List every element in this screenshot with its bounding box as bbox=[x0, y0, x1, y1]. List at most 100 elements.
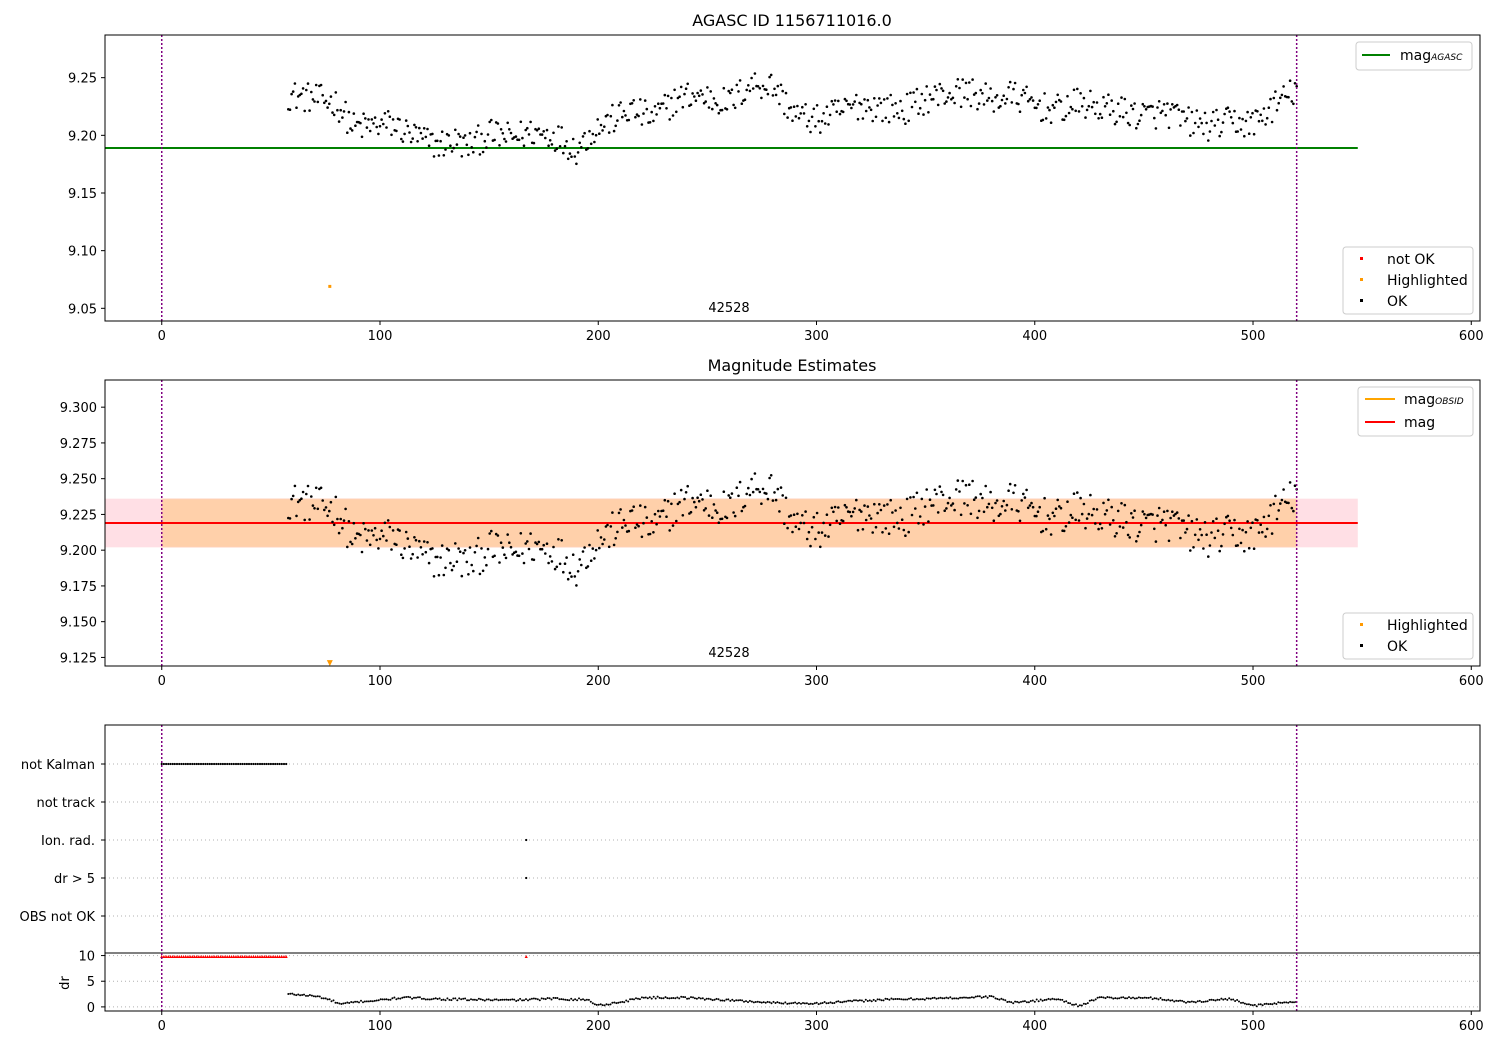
dr-point bbox=[915, 997, 918, 1000]
ok-point bbox=[917, 112, 920, 115]
ok-point bbox=[1295, 85, 1298, 88]
dr-point bbox=[1022, 1000, 1024, 1003]
capped-dr-point bbox=[282, 954, 286, 958]
legend-label-not-ok: not OK bbox=[1387, 252, 1435, 268]
panel-3-frame bbox=[104, 724, 1481, 1012]
ok-point bbox=[593, 140, 596, 144]
dr-point bbox=[1293, 1001, 1295, 1004]
ok-point bbox=[994, 96, 997, 99]
ok-point bbox=[897, 116, 901, 120]
flag-point bbox=[252, 762, 255, 766]
ok-point bbox=[740, 102, 744, 105]
dr-point bbox=[434, 997, 437, 1000]
dr-point bbox=[821, 1002, 824, 1004]
ok-point bbox=[436, 139, 439, 143]
dr-point bbox=[1226, 998, 1229, 1001]
ok-point bbox=[305, 88, 308, 92]
ok-point bbox=[385, 126, 388, 129]
ok-point bbox=[850, 106, 853, 110]
dr-point bbox=[385, 998, 388, 1001]
dr-point bbox=[338, 1002, 341, 1005]
dr-point bbox=[841, 1001, 844, 1004]
dr-point bbox=[931, 997, 934, 999]
panel-2-annotation: 42528 bbox=[708, 646, 749, 661]
ok-point bbox=[914, 100, 917, 104]
ok-point bbox=[596, 118, 599, 121]
dr-point bbox=[558, 998, 561, 1001]
ok-point bbox=[444, 148, 447, 151]
ok-point bbox=[773, 491, 776, 494]
ok-point bbox=[1035, 106, 1038, 110]
dr-point bbox=[654, 997, 657, 1000]
ok-point bbox=[740, 509, 744, 513]
ok-point bbox=[1265, 116, 1269, 120]
ok-point bbox=[1189, 134, 1192, 137]
dr-point bbox=[1004, 999, 1007, 1002]
ok-point bbox=[634, 115, 637, 119]
ok-point bbox=[639, 98, 642, 101]
ok-point bbox=[336, 517, 339, 521]
ok-point bbox=[940, 490, 943, 494]
x-tick-label: 300 bbox=[804, 1019, 829, 1034]
ok-point bbox=[871, 119, 874, 123]
ok-point bbox=[310, 495, 313, 498]
ok-point bbox=[837, 99, 840, 103]
dr-point bbox=[289, 992, 292, 995]
ok-point bbox=[1133, 509, 1136, 512]
dr-point bbox=[910, 997, 912, 1000]
dr-point bbox=[591, 1002, 594, 1005]
ok-point bbox=[1080, 105, 1084, 108]
dr-point bbox=[481, 998, 484, 1001]
ok-point bbox=[1156, 514, 1159, 517]
ok-point bbox=[1290, 506, 1294, 510]
dr-point bbox=[1082, 1002, 1085, 1005]
ok-point bbox=[935, 492, 938, 496]
ok-point bbox=[440, 544, 444, 547]
flag-point bbox=[228, 762, 231, 766]
ok-point bbox=[373, 526, 377, 530]
dr-point bbox=[607, 1003, 610, 1006]
dr-point bbox=[817, 1003, 820, 1006]
dr-point bbox=[348, 1002, 351, 1004]
dr-point bbox=[560, 998, 563, 1001]
ok-point bbox=[406, 537, 410, 540]
capped-dr-point bbox=[280, 954, 284, 958]
dr-point bbox=[1159, 997, 1162, 999]
dr-point bbox=[684, 996, 687, 999]
ok-point bbox=[891, 103, 894, 107]
dr-point bbox=[570, 997, 573, 1000]
ok-point bbox=[814, 125, 817, 128]
ok-point bbox=[747, 84, 750, 87]
ok-point bbox=[419, 131, 423, 135]
dr-point bbox=[1102, 996, 1105, 999]
ok-point bbox=[310, 90, 313, 94]
dr-point bbox=[389, 998, 392, 1001]
ok-point bbox=[637, 524, 640, 528]
dr-point bbox=[1206, 1000, 1209, 1003]
ok-point bbox=[501, 546, 505, 549]
dr-point bbox=[462, 997, 465, 1000]
dr-point bbox=[1198, 999, 1201, 1002]
ok-point bbox=[779, 486, 783, 489]
dr-point bbox=[352, 1001, 355, 1004]
ok-point bbox=[1030, 501, 1033, 505]
ok-point bbox=[478, 572, 482, 576]
ok-point bbox=[968, 483, 971, 487]
ok-point bbox=[1292, 509, 1295, 513]
dr-point bbox=[415, 996, 417, 999]
ok-point bbox=[989, 490, 992, 494]
ok-point bbox=[452, 564, 456, 568]
highlighted-point bbox=[326, 660, 333, 667]
ok-point bbox=[514, 550, 518, 554]
dr-point bbox=[613, 1001, 616, 1004]
dr-point bbox=[880, 999, 883, 1002]
dr-point bbox=[328, 998, 331, 1001]
ok-point bbox=[377, 132, 380, 136]
ok-point bbox=[570, 575, 573, 578]
ok-point bbox=[825, 513, 829, 516]
dr-point bbox=[1271, 1003, 1274, 1006]
ok-point bbox=[1094, 112, 1097, 116]
dr-point bbox=[731, 998, 734, 1001]
ok-point bbox=[377, 547, 380, 550]
ok-point bbox=[751, 490, 755, 494]
